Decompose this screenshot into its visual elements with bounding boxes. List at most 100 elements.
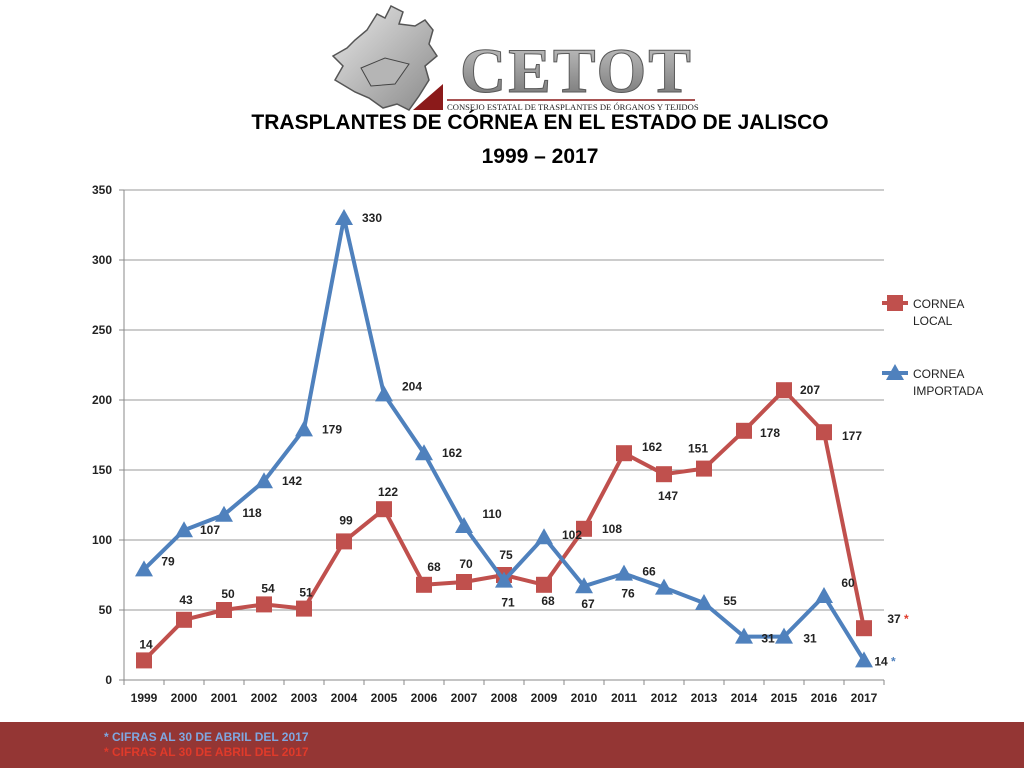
data-point bbox=[775, 627, 793, 644]
cetot-logo: CETOT CONSEJO ESTATAL DE TRASPLANTES DE … bbox=[325, 0, 700, 115]
legend-label: CORNEA bbox=[913, 297, 964, 311]
data-label: 330 bbox=[362, 211, 382, 225]
x-tick-label: 2008 bbox=[491, 691, 518, 705]
legend-marker bbox=[886, 364, 904, 380]
x-tick-label: 2005 bbox=[371, 691, 398, 705]
x-tick-label: 2015 bbox=[771, 691, 798, 705]
data-label: 71 bbox=[501, 596, 515, 610]
data-label: 162 bbox=[642, 440, 662, 454]
data-point bbox=[576, 520, 592, 537]
data-label: 110 bbox=[482, 507, 502, 521]
logo-subtitle: CONSEJO ESTATAL DE TRASPLANTES DE ÓRGANO… bbox=[447, 102, 699, 112]
line-chart: 0 50 100 150 200 250 300 350 1999 2000 2001 2002 20… bbox=[92, 183, 983, 705]
data-point bbox=[175, 521, 193, 538]
logo-graphic: CETOT CONSEJO ESTATAL DE TRASPLANTES DE … bbox=[331, 4, 699, 112]
series-line bbox=[142, 388, 866, 662]
x-tick-label: 2016 bbox=[811, 691, 838, 705]
data-point bbox=[616, 445, 632, 462]
data-point bbox=[696, 460, 712, 477]
data-label: 207 bbox=[800, 383, 820, 397]
series-layer bbox=[135, 209, 873, 669]
data-point bbox=[256, 596, 272, 613]
legend-label: IMPORTADA bbox=[913, 384, 983, 398]
y-tick-label: 200 bbox=[92, 393, 112, 407]
data-label: 31 bbox=[803, 632, 817, 646]
data-point bbox=[536, 576, 552, 593]
y-axis: 0 50 100 150 200 250 300 350 bbox=[92, 183, 125, 687]
data-label: 179 bbox=[322, 422, 342, 436]
data-point bbox=[655, 578, 673, 595]
x-tick-label: 2017 bbox=[851, 691, 878, 705]
legend-label: CORNEA bbox=[913, 367, 964, 381]
data-label: 108 bbox=[602, 522, 622, 536]
data-point bbox=[176, 611, 192, 628]
x-tick-label: 2002 bbox=[251, 691, 278, 705]
data-label: 66 bbox=[642, 565, 656, 579]
data-point bbox=[456, 574, 472, 590]
data-labels: 14 43 50 54 51 99 122 68 70 75 68 108 162 147 151 178 20… bbox=[139, 211, 909, 668]
data-label: 99 bbox=[339, 513, 353, 527]
data-point bbox=[415, 444, 433, 461]
data-point bbox=[135, 560, 153, 577]
data-label: 14 * bbox=[874, 654, 896, 668]
x-tick-label: 2012 bbox=[651, 691, 678, 705]
x-tick-label: 2010 bbox=[571, 691, 598, 705]
data-point bbox=[856, 620, 872, 637]
data-point bbox=[575, 577, 593, 594]
data-point bbox=[736, 422, 752, 439]
chart-subtitle: 1999 – 2017 bbox=[481, 145, 599, 168]
asterisk-marker: * bbox=[901, 612, 909, 626]
data-label: 122 bbox=[378, 485, 398, 499]
footnote-blue: * CIFRAS AL 30 DE ABRIL DEL 2017 bbox=[104, 730, 309, 744]
x-tick-label: 2001 bbox=[211, 691, 238, 705]
data-point bbox=[215, 505, 233, 522]
data-label: 79 bbox=[161, 554, 175, 568]
data-label: 50 bbox=[221, 587, 235, 601]
data-point bbox=[376, 501, 392, 518]
x-tick-label: 2004 bbox=[331, 691, 358, 705]
x-tick-label: 2007 bbox=[451, 691, 478, 705]
data-label: 51 bbox=[299, 586, 313, 600]
data-label: 68 bbox=[427, 560, 441, 574]
data-label: 43 bbox=[179, 593, 193, 607]
data-point bbox=[295, 420, 313, 437]
data-label: 177 bbox=[842, 429, 862, 443]
data-label: 204 bbox=[402, 379, 422, 393]
data-label: 14 bbox=[139, 637, 153, 651]
chart-title: TRASPLANTES DE CÓRNEA EN EL ESTADO DE JA… bbox=[251, 111, 829, 134]
series-line bbox=[142, 216, 866, 662]
y-tick-label: 0 bbox=[105, 673, 112, 687]
x-tick-label: 2014 bbox=[731, 691, 758, 705]
y-tick-label: 100 bbox=[92, 533, 112, 547]
data-label: 102 bbox=[562, 528, 582, 542]
data-point bbox=[495, 571, 513, 588]
data-point bbox=[816, 424, 832, 441]
data-point bbox=[855, 651, 873, 668]
data-point bbox=[695, 594, 713, 610]
x-tick-label: 2011 bbox=[611, 691, 637, 705]
y-tick-label: 350 bbox=[92, 183, 112, 197]
x-tick-label: 2000 bbox=[171, 691, 198, 705]
data-label: 178 bbox=[760, 426, 780, 440]
legend: CORNEA LOCAL CORNEA IMPORTADA bbox=[882, 295, 983, 398]
data-point bbox=[296, 600, 312, 617]
data-point bbox=[255, 472, 273, 489]
asterisk-marker: * bbox=[888, 654, 896, 668]
data-point bbox=[136, 652, 152, 669]
legend-marker bbox=[887, 295, 903, 311]
legend-label: LOCAL bbox=[913, 314, 953, 328]
data-label: 67 bbox=[581, 597, 595, 611]
data-label: 142 bbox=[282, 474, 302, 488]
data-point bbox=[615, 564, 633, 581]
data-label: 118 bbox=[242, 506, 262, 520]
data-point bbox=[455, 517, 473, 533]
data-label: 162 bbox=[442, 446, 462, 460]
data-point bbox=[335, 209, 353, 225]
data-label: 151 bbox=[688, 442, 708, 456]
data-point bbox=[416, 576, 432, 593]
data-label: 55 bbox=[723, 594, 737, 608]
data-point bbox=[656, 466, 672, 483]
x-tick-label: 1999 bbox=[131, 691, 158, 705]
data-label: 60 bbox=[841, 576, 855, 590]
footnote-red: * CIFRAS AL 30 DE ABRIL DEL 2017 bbox=[104, 745, 309, 759]
